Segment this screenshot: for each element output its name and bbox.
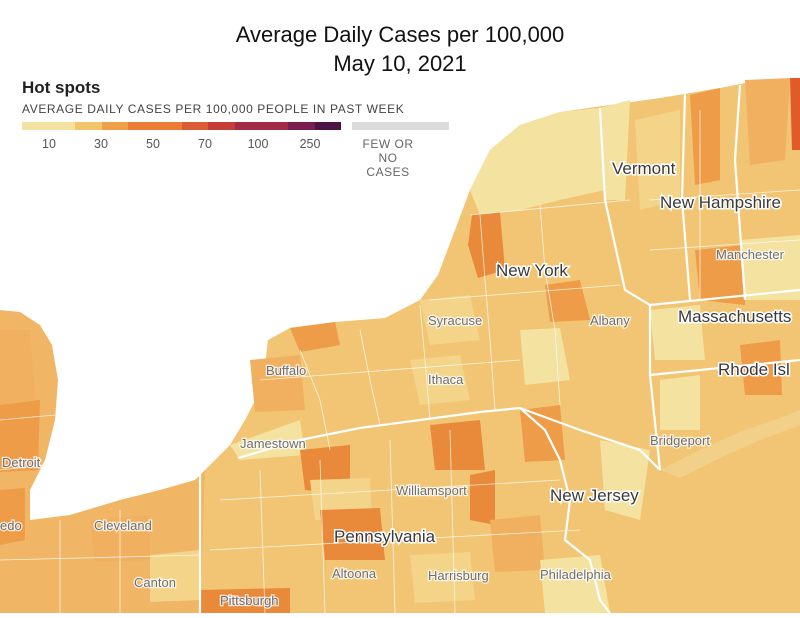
legend-no-data-swatch — [352, 122, 449, 130]
legend-tick: 50 — [146, 137, 160, 151]
legend-tick: 30 — [94, 137, 108, 151]
legend-swatch — [234, 122, 262, 130]
state-label-vermont: Vermont — [612, 159, 676, 178]
state-label-new-york: New York — [496, 261, 568, 280]
legend-swatch — [48, 122, 76, 130]
city-label-altoona: Altoona — [332, 566, 377, 581]
legend-swatch — [287, 122, 315, 130]
legend-swatch — [22, 122, 49, 130]
city-label-cleveland: Cleveland — [94, 518, 152, 533]
city-label-detroit: Detroit — [2, 455, 41, 470]
city-label-albany: Albany — [590, 313, 630, 328]
city-label-canton: Canton — [134, 575, 176, 590]
legend-swatch — [128, 122, 155, 130]
legend-heading: Hot spots — [22, 78, 101, 97]
state-label-pennsylvania: Pennsylvania — [334, 527, 436, 546]
city-label-williamsport: Williamsport — [396, 483, 467, 498]
legend-tick: 70 — [198, 137, 212, 151]
county-borders — [0, 110, 800, 614]
legend-tick: 10 — [42, 137, 56, 151]
map-date: May 10, 2021 — [333, 51, 467, 76]
state-label-new-jersey: New Jersey — [550, 486, 639, 505]
legend-subheading: AVERAGE DAILY CASES PER 100,000 PEOPLE I… — [22, 102, 405, 116]
legend-no-data-line1: FEW OR NO — [362, 137, 414, 165]
legend-tick: 250 — [299, 137, 321, 151]
state-borders — [198, 84, 800, 614]
city-label-harrisburg: Harrisburg — [428, 568, 489, 583]
city-label-ithaca: Ithaca — [428, 372, 464, 387]
city-label-pittsburgh: Pittsburgh — [220, 593, 279, 608]
legend-swatch — [75, 122, 102, 130]
legend-swatch — [208, 122, 235, 130]
city-label-syracuse: Syracuse — [428, 313, 482, 328]
legend-swatch — [314, 122, 342, 130]
legend-swatch — [154, 122, 182, 130]
state-label-rhode-island: Rhode Isl — [718, 360, 790, 379]
legend-swatch — [181, 122, 209, 130]
land-long-island — [660, 410, 800, 478]
city-label-philadelphia: Philadelphia — [540, 567, 612, 582]
land-michigan — [0, 310, 205, 613]
city-label-bridgeport: Bridgeport — [650, 433, 710, 448]
city-label-buffalo: Buffalo — [266, 363, 306, 378]
legend-no-data-label: FEW OR NO CASES — [352, 137, 424, 179]
map-title: Average Daily Cases per 100,000 — [235, 22, 565, 47]
legend-tick: 100 — [247, 137, 269, 151]
legend-no-data-line2: CASES — [366, 165, 410, 179]
state-label-new-hampshire: New Hampshire — [660, 193, 781, 212]
legend-swatch — [261, 122, 288, 130]
legend-color-scale — [22, 122, 342, 130]
state-label-massachusetts: Massachusetts — [678, 307, 791, 326]
city-label-jamestown: Jamestown — [240, 436, 306, 451]
legend-swatch — [101, 122, 129, 130]
city-label-toledo: edo — [0, 518, 22, 533]
city-label-manchester: Manchester — [716, 247, 785, 262]
